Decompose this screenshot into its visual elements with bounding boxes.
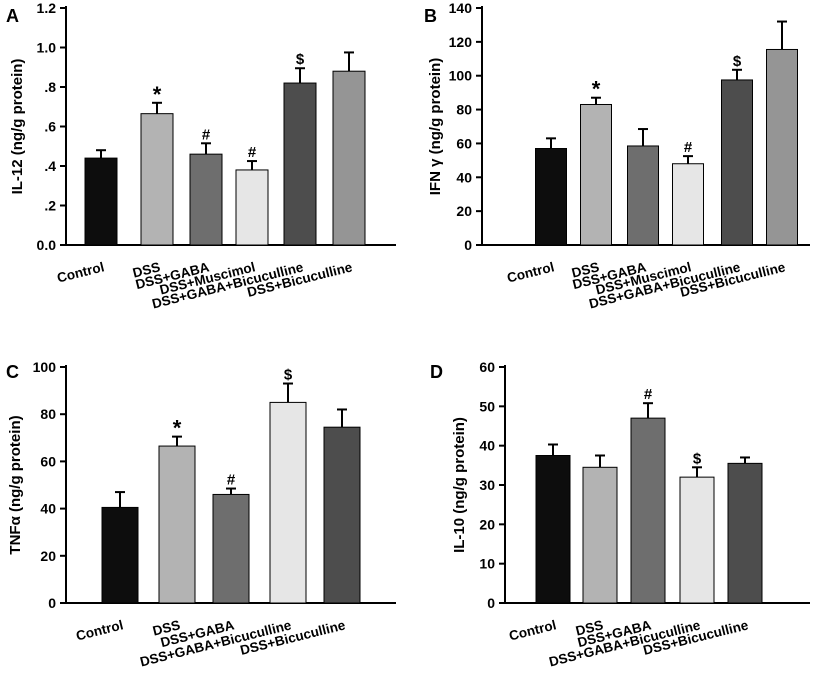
significance-marker: $ [693, 450, 702, 467]
y-tick-label: 60 [456, 135, 472, 151]
panel-label: A [6, 6, 19, 26]
y-tick-label: 0 [464, 237, 472, 253]
y-tick-label: 0 [487, 595, 495, 611]
bar [332, 70, 366, 246]
y-axis-label: IL-12 (ng/g protein) [9, 59, 26, 195]
y-tick-label: 100 [33, 359, 57, 375]
significance-marker: # [202, 126, 211, 143]
y-tick-label: 40 [479, 438, 495, 454]
category-label: Control [56, 259, 106, 285]
significance-marker: * [592, 77, 601, 102]
y-tick-label: 40 [40, 501, 56, 517]
bar [630, 417, 666, 604]
significance-marker: # [227, 472, 236, 489]
panel-c: C 0 20 40 60 80 100 TNFα (ng/g protein) Control *… [6, 359, 396, 669]
bar [212, 493, 250, 604]
y-axis-label: IL-10 (ng/g protein) [451, 417, 468, 553]
bar [679, 476, 715, 604]
y-tick-label: 120 [449, 34, 473, 50]
bar [582, 466, 618, 604]
panel-b: B 0 20 40 60 80 100 120 140 IFN γ (ng/g protein) C… [424, 0, 810, 311]
category-label: Control [75, 617, 125, 643]
significance-marker: * [173, 416, 182, 441]
y-tick-label: .2 [44, 198, 56, 214]
bar [189, 153, 223, 246]
category-label: DSS [131, 259, 162, 280]
bar [721, 79, 753, 246]
bar [535, 148, 567, 246]
y-tick-label: 60 [40, 453, 56, 469]
significance-marker: * [153, 82, 162, 107]
category-label: Control [508, 617, 558, 643]
bar [727, 462, 763, 604]
y-tick-label: 50 [479, 398, 495, 414]
significance-marker: $ [733, 53, 742, 70]
bar [627, 145, 659, 246]
y-tick-label: 0.0 [37, 237, 57, 253]
y-tick-label: 20 [456, 203, 472, 219]
significance-marker: $ [296, 51, 305, 68]
panel-label: B [424, 6, 437, 26]
significance-marker: # [684, 139, 693, 156]
category-label: DSS [151, 617, 182, 638]
y-tick-label: 20 [479, 516, 495, 532]
significance-marker: # [248, 144, 257, 161]
y-tick-label: 100 [449, 68, 473, 84]
y-tick-label: 1.0 [37, 40, 57, 56]
y-tick-label: .6 [44, 119, 56, 135]
y-tick-label: .4 [44, 158, 56, 174]
bar [535, 455, 571, 604]
y-tick-label: 30 [479, 477, 495, 493]
bar [580, 103, 612, 246]
panel-label: C [6, 362, 19, 382]
panel-d: D 0 10 20 30 40 50 60 IL-10 (ng/g protein) Contro… [430, 359, 810, 669]
y-tick-label: 60 [479, 359, 495, 375]
category-label: DSS [570, 259, 601, 280]
y-tick-label: 140 [449, 0, 473, 16]
y-tick-label: 20 [40, 548, 56, 564]
significance-marker: # [644, 386, 653, 403]
bar [283, 82, 317, 246]
category-label: DSS [574, 617, 605, 638]
significance-marker: $ [284, 367, 293, 384]
bar [323, 426, 361, 604]
bar [235, 169, 269, 246]
y-axis-label: IFN γ (ng/g protein) [427, 58, 444, 195]
panel-a: A 0.0 .2 .4 .6 .8 1.0 1.2 IL-12 (ng/g protein) Co… [6, 0, 396, 311]
bar [140, 113, 174, 246]
bar [158, 445, 196, 604]
y-tick-label: 0 [48, 595, 56, 611]
bar [269, 401, 307, 604]
y-tick-label: 1.2 [37, 0, 57, 16]
y-tick-label: 40 [456, 169, 472, 185]
bar [84, 157, 118, 246]
bar [672, 163, 704, 246]
category-label: Control [506, 259, 556, 285]
y-tick-label: 10 [479, 556, 495, 572]
bar [766, 48, 798, 246]
panel-label: D [430, 362, 443, 382]
y-tick-label: 80 [456, 102, 472, 118]
y-tick-label: .8 [44, 79, 56, 95]
y-axis-label: TNFα (ng/g protein) [7, 415, 24, 554]
y-tick-label: 80 [40, 406, 56, 422]
bar [101, 506, 139, 604]
